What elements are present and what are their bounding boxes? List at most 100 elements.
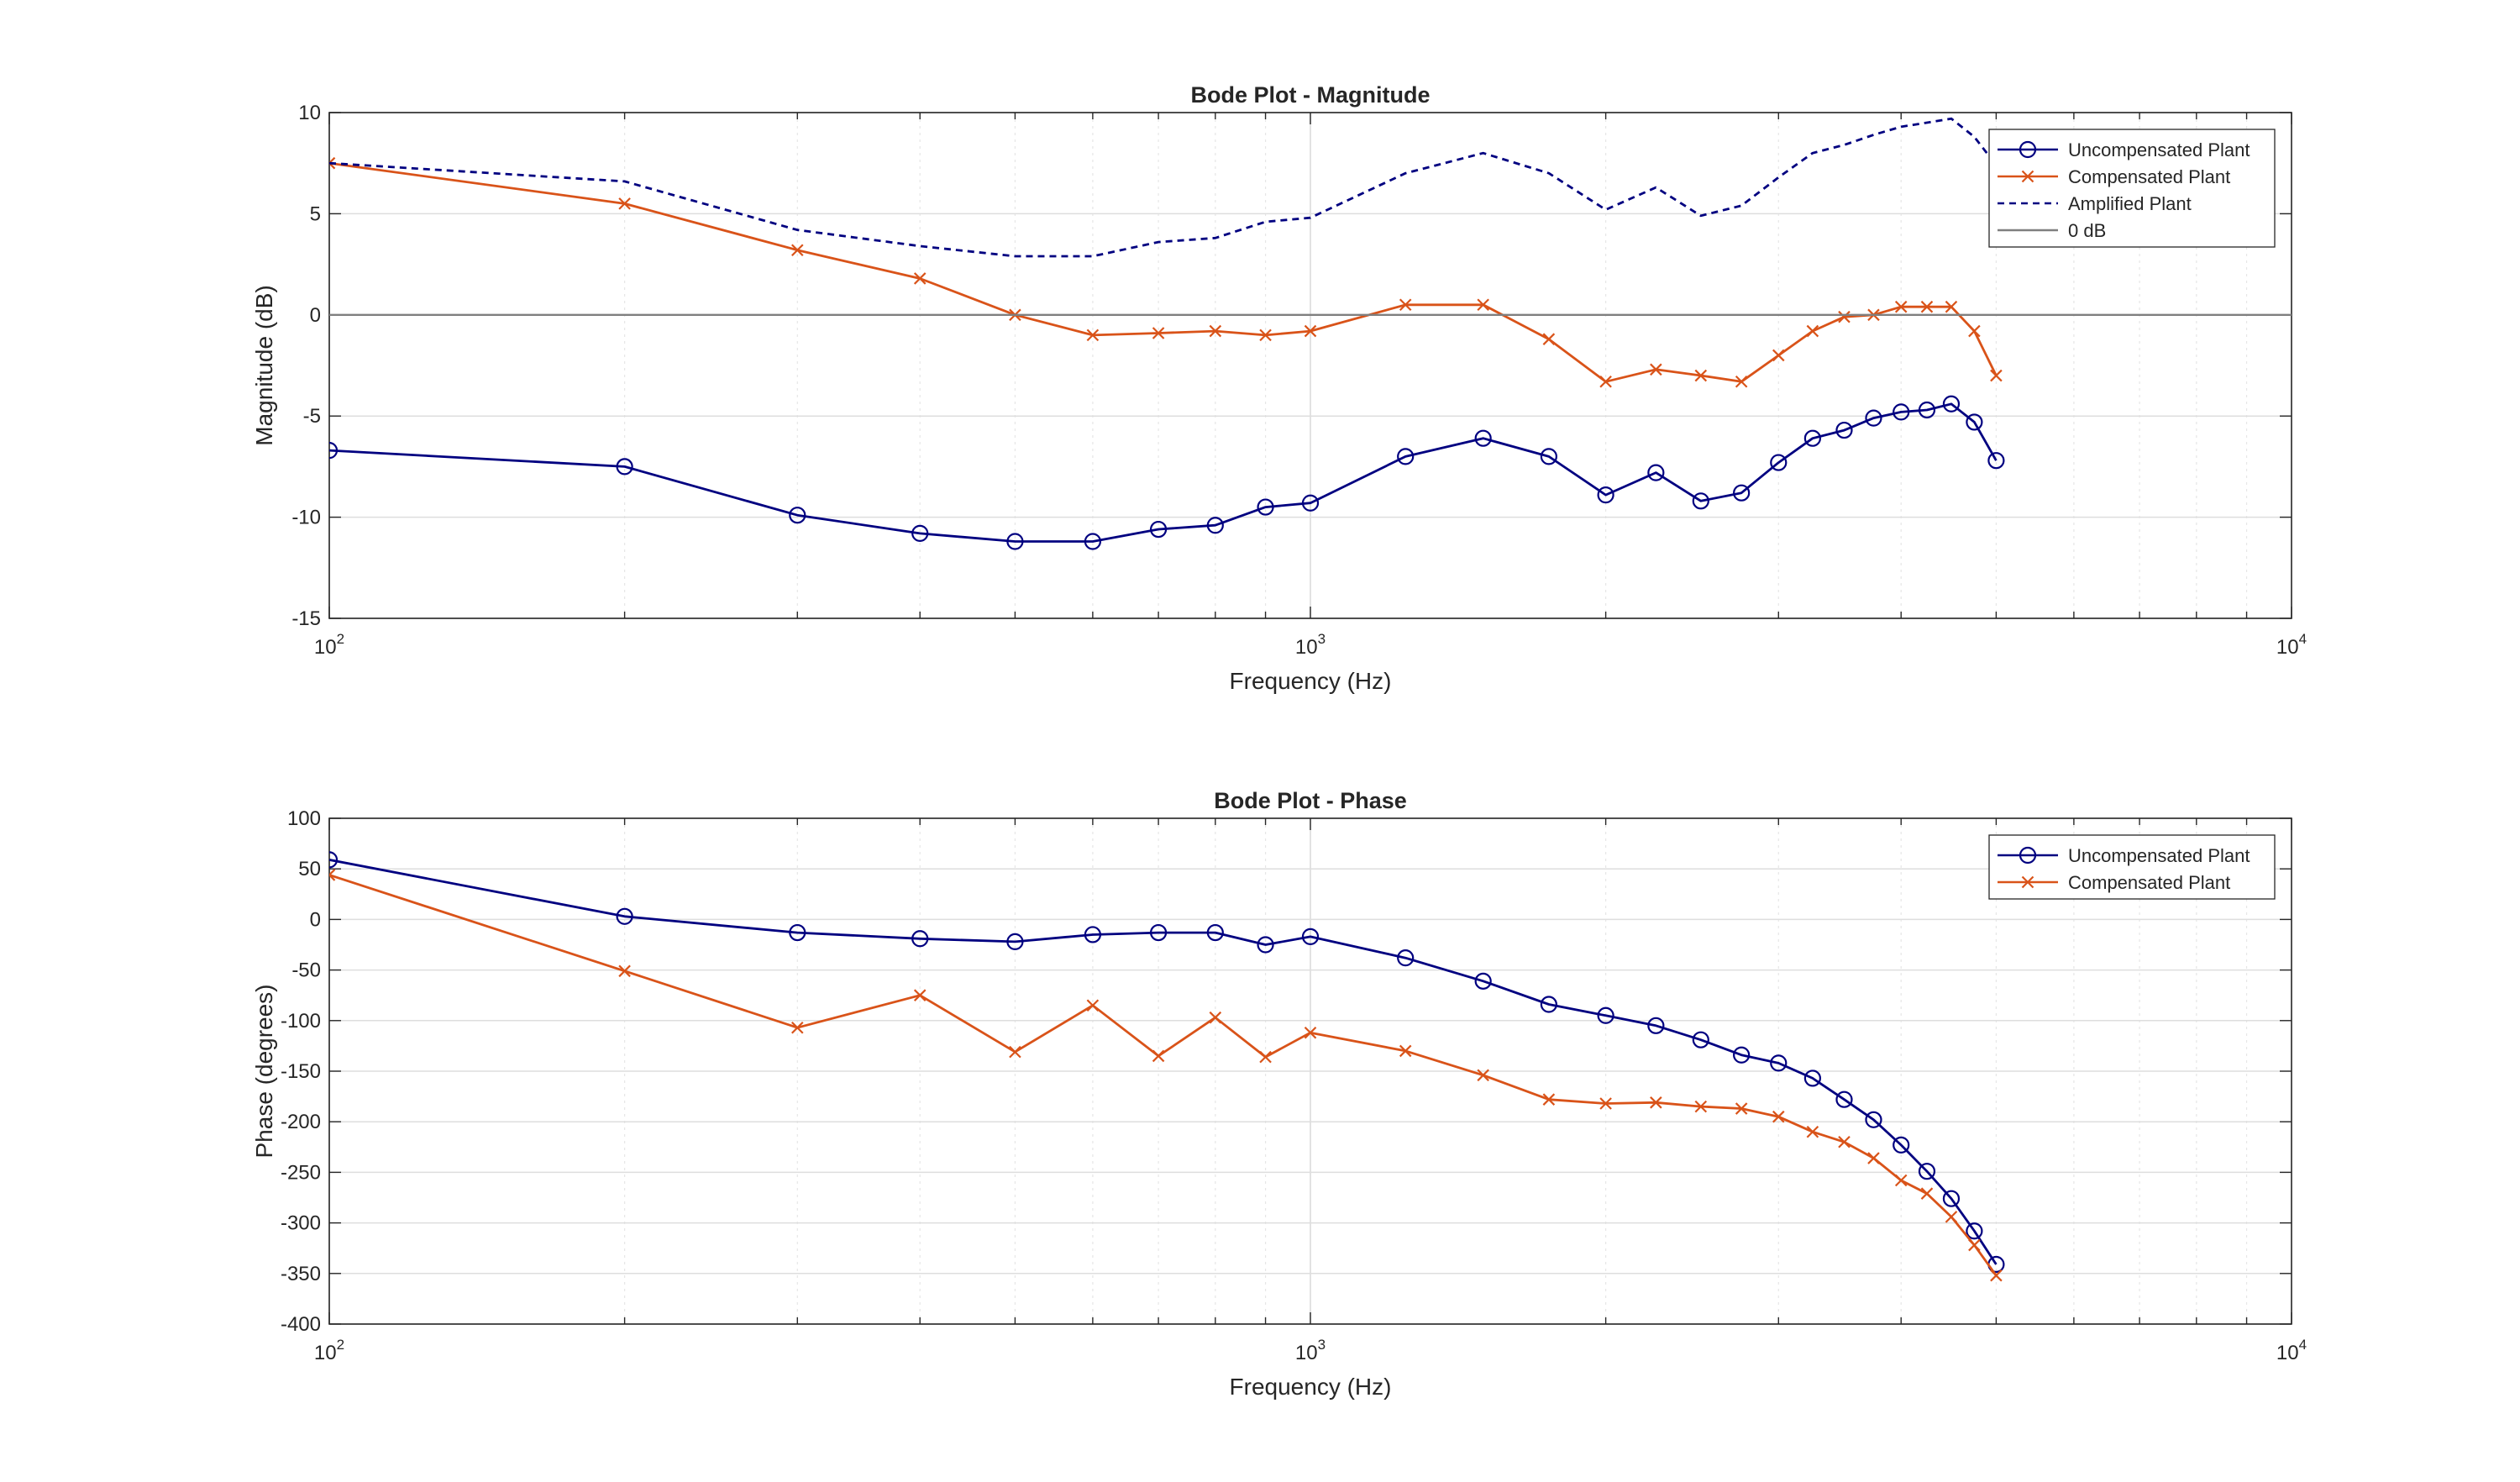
data-point-stroke [329, 156, 336, 165]
data-point [1084, 926, 1101, 943]
data-point [1803, 429, 1821, 447]
y-tick-label: -10 [291, 507, 321, 529]
data-point [1770, 454, 1788, 471]
data-point [329, 869, 336, 881]
y-tick-label: -350 [281, 1263, 321, 1285]
data-point [1009, 1045, 1021, 1059]
data-point-stroke [1259, 328, 1272, 342]
legend-label: Compensated Plant [2068, 166, 2230, 187]
data-point-stroke [1806, 1125, 1819, 1138]
data-point [1542, 1093, 1556, 1106]
data-point [1301, 494, 1320, 512]
data-point [1086, 999, 1100, 1012]
data-point [1942, 395, 1961, 413]
data-point-stroke [1990, 369, 2003, 382]
series-line-compensated-plant [329, 161, 1998, 383]
data-point [1599, 375, 1612, 388]
data-point-stroke [913, 989, 927, 1001]
y-tick-label: -5 [303, 405, 321, 428]
data-point [1865, 1111, 1882, 1128]
data-point-stroke [1477, 298, 1489, 312]
data-point [1259, 1050, 1272, 1064]
data-point [1304, 324, 1317, 338]
series-uncompensated-plant [329, 851, 2005, 1274]
data-point [1920, 1187, 1934, 1200]
legend-marker [2021, 875, 2034, 889]
data-point [1968, 1238, 1981, 1252]
data-point-stroke [1304, 324, 1317, 338]
data-point [1006, 533, 1024, 550]
legend: Uncompensated Plant Compensated Plant Ampl… [1988, 129, 2276, 248]
data-point [329, 851, 339, 869]
series-line-amplified-plant [329, 117, 1998, 258]
data-point [1477, 1069, 1489, 1082]
data-point-stroke [1477, 1069, 1489, 1082]
data-point-stroke [329, 869, 336, 876]
data-point-stroke [1806, 324, 1819, 338]
data-point-stroke [1152, 1049, 1165, 1063]
legend: Uncompensated Plant Compensated Plant [1988, 834, 2276, 900]
data-point [1803, 1069, 1821, 1087]
data-point [1006, 933, 1024, 950]
legend-item-compensated-plant: Compensated Plant [1998, 166, 2230, 187]
data-point [1209, 1011, 1222, 1024]
data-point [1945, 1211, 1958, 1223]
data-point [1918, 401, 1936, 419]
data-point [1966, 413, 1983, 431]
data-point [616, 907, 633, 925]
data-point-stroke [1152, 327, 1165, 339]
data-point-stroke [1772, 349, 1785, 362]
data-point [1806, 1125, 1819, 1138]
x-tick-label: 104 [2276, 631, 2307, 659]
legend-label: Compensated Plant [2068, 872, 2230, 893]
data-point [1399, 298, 1412, 312]
data-point [1477, 298, 1489, 312]
legend-box [1988, 834, 2276, 900]
data-point-stroke [1650, 363, 1662, 376]
data-point-stroke [1694, 369, 1708, 382]
data-point-stroke [1920, 1187, 1934, 1200]
data-point-stroke [1838, 310, 1851, 323]
data-point [1733, 484, 1751, 502]
data-point [1990, 369, 2003, 382]
legend-marker [2021, 170, 2034, 183]
data-point-stroke [1209, 324, 1222, 338]
data-point [1968, 324, 1981, 338]
data-point [1152, 1049, 1165, 1063]
data-point [1209, 324, 1222, 338]
legend-item-uncompensated-plant: Uncompensated Plant [1998, 139, 2250, 160]
legend-marker [2019, 846, 2037, 864]
data-point [1086, 328, 1100, 342]
data-point [1772, 349, 1785, 362]
data-point-stroke [1894, 300, 1908, 313]
data-point-stroke [1650, 1096, 1662, 1109]
data-point-stroke [1867, 1152, 1880, 1164]
data-point [1835, 421, 1853, 439]
data-point-stroke [1694, 1100, 1708, 1113]
series-line-uncompensated-plant [329, 402, 1998, 543]
legend-marker [2019, 140, 2037, 159]
legend-item-0-db: 0 dB [1998, 220, 2106, 241]
y-tick-label: -250 [281, 1161, 321, 1184]
data-point-stroke [790, 244, 804, 257]
data-point [1867, 1152, 1880, 1164]
data-point [1987, 452, 2005, 470]
data-point-stroke [1086, 999, 1100, 1012]
data-point [911, 524, 929, 542]
data-point-stroke [1209, 1011, 1222, 1024]
data-point [1893, 1136, 1910, 1154]
data-point [1735, 1102, 1748, 1115]
data-point [911, 930, 929, 948]
data-point-stroke [1772, 1110, 1785, 1123]
legend-label: Uncompensated Plant [2068, 139, 2250, 160]
data-point-stroke [1838, 1136, 1851, 1148]
chart-title: Bode Plot - Magnitude [1191, 82, 1431, 108]
data-point-stroke [1968, 324, 1981, 338]
legend-label: 0 dB [2068, 220, 2106, 241]
data-point [1597, 486, 1614, 504]
data-point [1966, 1222, 1983, 1240]
data-point [1259, 328, 1272, 342]
data-point [1304, 1026, 1317, 1039]
x-axis-label: Frequency (Hz) [1230, 1374, 1392, 1400]
